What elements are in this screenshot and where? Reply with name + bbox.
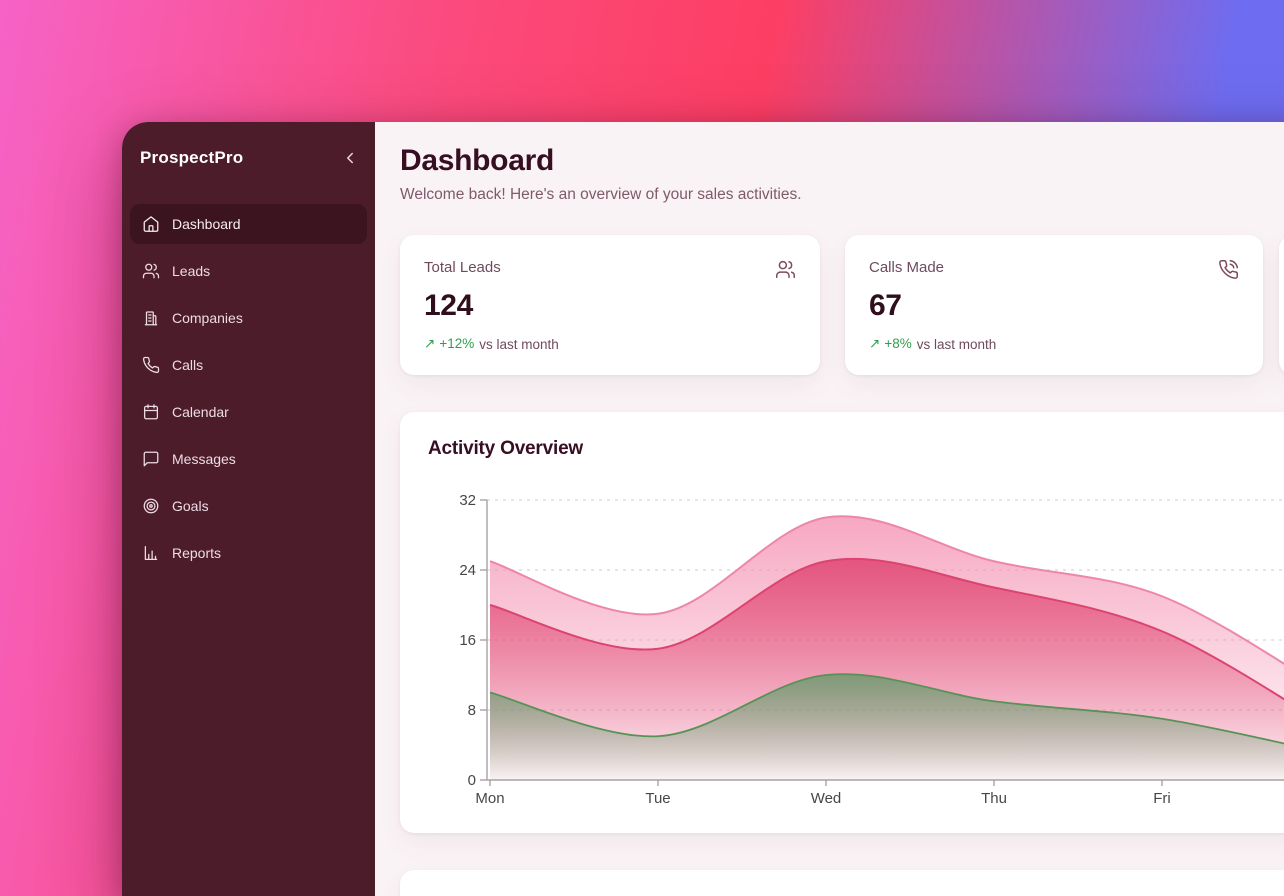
trend-up-arrow-icon: ↗ xyxy=(869,336,881,351)
sidebar-item-reports[interactable]: Reports xyxy=(130,533,367,573)
sidebar-item-label: Dashboard xyxy=(172,216,241,232)
sidebar-item-label: Reports xyxy=(172,545,222,561)
sidebar-item-goals[interactable]: Goals xyxy=(130,486,367,526)
activity-chart: 08162432MonTueWedThuFriSat xyxy=(459,492,1284,807)
users-icon xyxy=(775,259,796,280)
svg-text:0: 0 xyxy=(468,772,476,789)
svg-text:Mon: Mon xyxy=(475,790,504,807)
stat-trend: ↗ +12% vs last month xyxy=(424,336,796,352)
sidebar-item-calls[interactable]: Calls xyxy=(130,345,367,385)
sidebar-item-label: Messages xyxy=(172,451,236,467)
stat-card-partial xyxy=(1279,235,1284,375)
sidebar-item-label: Leads xyxy=(172,263,211,279)
sidebar-item-leads[interactable]: Leads xyxy=(130,251,367,291)
next-section-card xyxy=(400,870,1284,896)
stat-trend: ↗ +8% vs last month xyxy=(869,336,1239,352)
sidebar-item-dashboard[interactable]: Dashboard xyxy=(130,204,367,244)
sidebar-nav: Dashboard Leads Companies Calls xyxy=(130,204,367,573)
trend-value: +12% xyxy=(439,336,475,351)
activity-overview-card: Activity Overview 0 8 16 24 32 Mon Tue Wed Thu Fr… xyxy=(400,412,1284,833)
trend-suffix: vs last month xyxy=(479,336,559,352)
svg-text:Tue: Tue xyxy=(645,790,670,807)
chart-title: Activity Overview xyxy=(428,438,584,459)
sidebar: ProspectPro Dashboard Leads xyxy=(122,122,375,896)
phone-call-icon xyxy=(1218,259,1239,280)
users-icon xyxy=(142,262,160,280)
home-icon xyxy=(142,215,160,233)
svg-text:Thu: Thu xyxy=(981,790,1007,807)
sidebar-item-label: Goals xyxy=(172,498,209,514)
main-content: Dashboard Welcome back! Here's an overvi… xyxy=(375,122,1284,896)
stat-label: Calls Made xyxy=(869,259,945,276)
stat-card-total-leads: Total Leads 124 ↗ +12% vs last month xyxy=(400,235,820,375)
sidebar-item-messages[interactable]: Messages xyxy=(130,439,367,479)
svg-text:8: 8 xyxy=(468,702,476,719)
trend-suffix: vs last month xyxy=(916,336,997,352)
calendar-icon xyxy=(142,403,160,421)
page-title: Dashboard xyxy=(400,144,554,177)
page-subtitle: Welcome back! Here's an overview of your… xyxy=(400,186,802,203)
svg-text:24: 24 xyxy=(459,562,476,579)
sidebar-header: ProspectPro xyxy=(130,144,367,168)
svg-text:16: 16 xyxy=(459,632,476,649)
chevron-left-icon[interactable] xyxy=(341,149,359,167)
sidebar-item-label: Calls xyxy=(172,357,204,373)
stat-value: 124 xyxy=(424,289,473,322)
sidebar-item-companies[interactable]: Companies xyxy=(130,298,367,338)
svg-text:Wed: Wed xyxy=(811,790,842,807)
message-icon xyxy=(142,450,160,468)
app-logo: ProspectPro xyxy=(140,148,244,167)
trend-up-arrow-icon: ↗ xyxy=(424,336,436,351)
building-icon xyxy=(142,309,160,327)
phone-icon xyxy=(142,356,160,374)
sidebar-item-calendar[interactable]: Calendar xyxy=(130,392,367,432)
target-icon xyxy=(142,497,160,515)
stat-label: Total Leads xyxy=(424,259,501,276)
stat-card-calls-made: Calls Made 67 ↗ +8% vs last month xyxy=(845,235,1263,375)
stat-value: 67 xyxy=(869,289,902,322)
bar-chart-icon xyxy=(142,544,160,562)
trend-value: +8% xyxy=(884,336,912,351)
svg-text:32: 32 xyxy=(459,492,476,509)
sidebar-item-label: Calendar xyxy=(172,404,229,420)
svg-text:Fri: Fri xyxy=(1153,790,1171,807)
sidebar-item-label: Companies xyxy=(172,310,243,326)
app-window: ProspectPro Dashboard Leads xyxy=(122,122,1284,896)
